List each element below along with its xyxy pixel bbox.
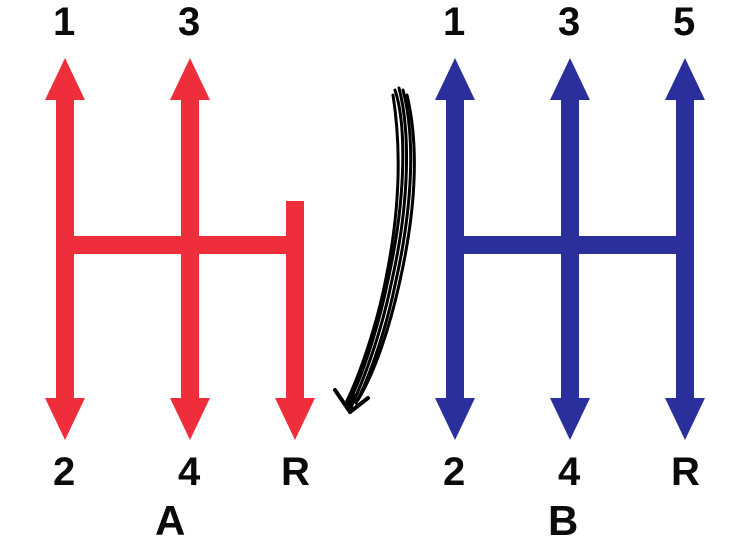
- pattern-b-caption: B: [548, 500, 578, 542]
- pattern-b-gear-4: 4: [558, 452, 580, 492]
- pattern-A: [45, 58, 315, 440]
- pattern-a-gear-4: 4: [178, 452, 200, 492]
- pattern-a-gear-r: R: [281, 452, 310, 492]
- diagram-canvas: { "canvas": { "width": 750, "height": 55…: [0, 0, 750, 550]
- pattern-a-gear-2: 2: [53, 452, 75, 492]
- pattern-b-gear-2: 2: [443, 452, 465, 492]
- pattern-b-gear-5: 5: [673, 2, 695, 42]
- pattern-b-gear-1: 1: [443, 2, 465, 42]
- pattern-a-gear-3: 3: [178, 2, 200, 42]
- scribble-arrow: [335, 88, 414, 412]
- diagram-svg: [0, 0, 750, 550]
- pattern-a-caption: A: [155, 500, 185, 542]
- pattern-B: [435, 58, 705, 440]
- pattern-b-gear-3: 3: [558, 2, 580, 42]
- pattern-b-gear-r: R: [671, 452, 700, 492]
- pattern-a-gear-1: 1: [53, 2, 75, 42]
